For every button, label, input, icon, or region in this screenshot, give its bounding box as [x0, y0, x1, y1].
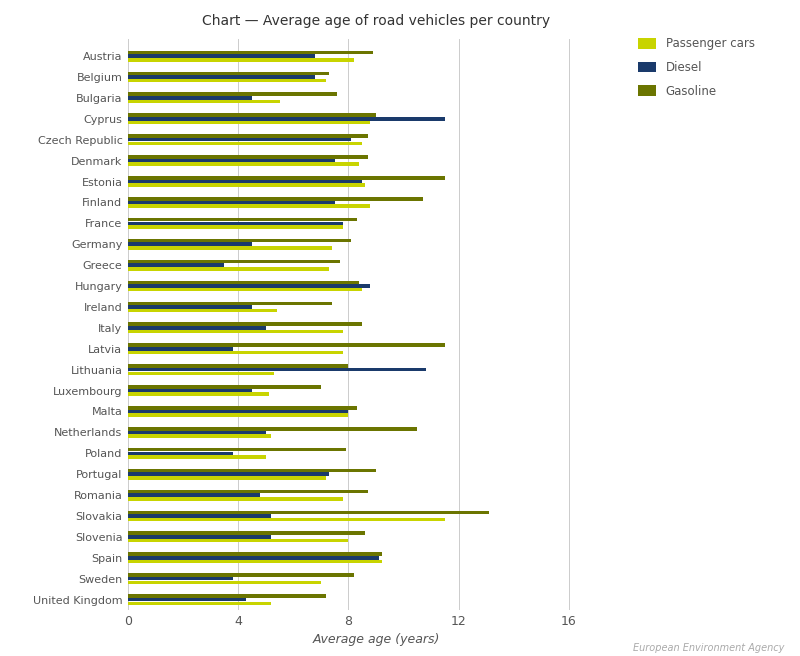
Bar: [128, 284, 370, 288]
Bar: [128, 364, 349, 368]
Bar: [128, 573, 354, 577]
Bar: [128, 531, 365, 535]
Bar: [128, 434, 271, 438]
Bar: [128, 201, 334, 204]
Bar: [128, 204, 370, 208]
Bar: [128, 368, 426, 371]
Bar: [128, 469, 376, 472]
Bar: [128, 263, 225, 267]
Bar: [128, 451, 233, 455]
Bar: [128, 351, 343, 354]
Bar: [128, 138, 351, 142]
Bar: [128, 302, 332, 305]
Bar: [128, 51, 374, 54]
Bar: [128, 288, 362, 291]
Bar: [128, 184, 365, 187]
Bar: [128, 100, 279, 104]
Bar: [128, 54, 315, 58]
Bar: [128, 560, 382, 564]
Title: Chart — Average age of road vehicles per country: Chart — Average age of road vehicles per…: [202, 14, 550, 28]
Bar: [128, 598, 246, 602]
Bar: [128, 225, 343, 229]
Bar: [128, 281, 359, 284]
Bar: [128, 142, 362, 145]
Bar: [128, 602, 271, 605]
Bar: [128, 594, 326, 598]
Bar: [128, 222, 343, 225]
Bar: [128, 72, 329, 75]
Bar: [128, 330, 343, 333]
Bar: [128, 556, 378, 560]
Bar: [128, 476, 326, 480]
Bar: [128, 410, 349, 413]
Bar: [128, 510, 489, 514]
Bar: [128, 489, 368, 493]
Bar: [128, 406, 357, 409]
Bar: [128, 413, 349, 417]
Bar: [128, 239, 351, 242]
Bar: [128, 493, 260, 497]
Bar: [128, 180, 362, 183]
Bar: [128, 577, 233, 581]
X-axis label: Average age (years): Average age (years): [312, 634, 440, 647]
Bar: [128, 518, 445, 522]
Bar: [128, 121, 370, 124]
Bar: [128, 79, 326, 83]
Bar: [128, 113, 376, 117]
Text: European Environment Agency: European Environment Agency: [633, 643, 784, 653]
Bar: [128, 117, 445, 121]
Bar: [128, 218, 357, 222]
Bar: [128, 267, 329, 270]
Bar: [128, 176, 445, 180]
Bar: [128, 75, 315, 79]
Bar: [128, 243, 252, 246]
Bar: [128, 309, 277, 312]
Bar: [128, 514, 271, 518]
Bar: [128, 535, 271, 539]
Bar: [128, 58, 354, 62]
Bar: [128, 159, 334, 163]
Bar: [128, 92, 338, 96]
Bar: [128, 96, 252, 100]
Bar: [128, 347, 233, 350]
Bar: [128, 155, 368, 159]
Bar: [128, 371, 274, 375]
Bar: [128, 581, 321, 584]
Bar: [128, 260, 340, 263]
Bar: [128, 448, 346, 451]
Bar: [128, 343, 445, 347]
Bar: [128, 539, 349, 543]
Bar: [128, 385, 321, 389]
Bar: [128, 305, 252, 309]
Bar: [128, 322, 362, 326]
Bar: [128, 326, 266, 329]
Bar: [128, 163, 359, 166]
Bar: [128, 552, 382, 556]
Bar: [128, 197, 423, 201]
Bar: [128, 389, 252, 392]
Bar: [128, 455, 266, 459]
Bar: [128, 246, 332, 250]
Bar: [128, 430, 266, 434]
Bar: [128, 497, 343, 501]
Legend: Passenger cars, Diesel, Gasoline: Passenger cars, Diesel, Gasoline: [635, 34, 758, 101]
Bar: [128, 134, 368, 138]
Bar: [128, 472, 329, 476]
Bar: [128, 427, 418, 430]
Bar: [128, 392, 269, 396]
